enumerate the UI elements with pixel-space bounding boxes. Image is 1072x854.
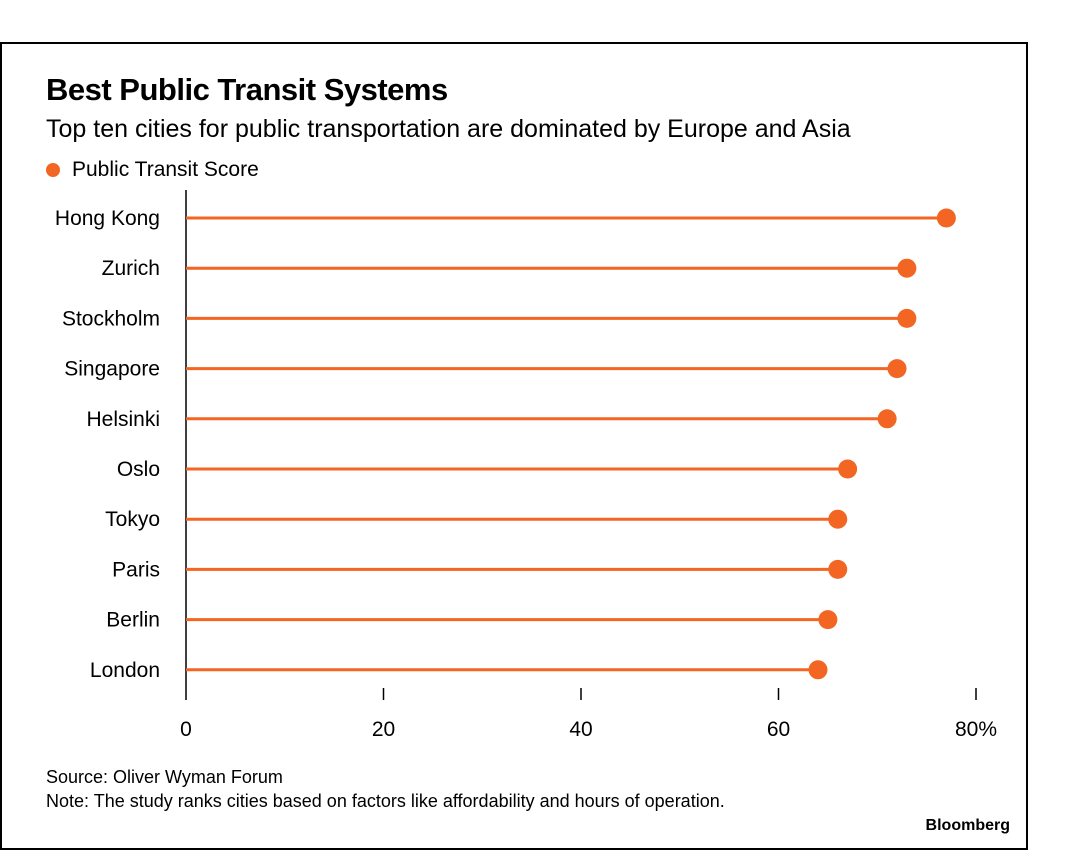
category-label-helsinki: Helsinki xyxy=(86,408,160,431)
x-tick-label-0: 0 xyxy=(180,718,192,741)
category-label-paris: Paris xyxy=(112,558,160,581)
chart-frame xyxy=(0,42,1028,850)
category-label-zurich: Zurich xyxy=(102,257,160,280)
footer-notes: Source: Oliver Wyman Forum Note: The stu… xyxy=(46,765,725,813)
legend: Public Transit Score xyxy=(46,158,259,182)
legend-label: Public Transit Score xyxy=(72,158,259,181)
point-stockholm xyxy=(897,308,917,328)
point-paris xyxy=(828,559,848,579)
category-label-oslo: Oslo xyxy=(117,458,160,481)
note-text: Note: The study ranks cities based on fa… xyxy=(46,791,725,811)
legend-marker xyxy=(46,163,60,177)
category-label-london: London xyxy=(90,659,160,682)
point-berlin xyxy=(818,610,838,630)
point-london xyxy=(808,660,828,680)
point-oslo xyxy=(838,459,858,479)
point-helsinki xyxy=(877,409,897,429)
category-label-singapore: Singapore xyxy=(64,358,160,381)
point-tokyo xyxy=(828,509,848,529)
category-label-tokyo: Tokyo xyxy=(105,508,160,531)
category-label-stockholm: Stockholm xyxy=(62,307,160,330)
category-label-berlin: Berlin xyxy=(106,609,160,632)
point-zurich xyxy=(897,258,917,278)
category-label-hong-kong: Hong Kong xyxy=(55,207,160,230)
brand-logo: Bloomberg xyxy=(925,817,1010,834)
chart-title: Best Public Transit Systems xyxy=(46,72,448,107)
source-text: Source: Oliver Wyman Forum xyxy=(46,767,283,787)
x-tick-label-20: 20 xyxy=(372,718,395,741)
x-tick-label-40: 40 xyxy=(569,718,592,741)
x-tick-label-80: 80% xyxy=(955,718,997,741)
point-hong-kong xyxy=(936,208,956,228)
chart-subtitle: Top ten cities for public transportation… xyxy=(46,115,851,143)
point-singapore xyxy=(887,359,907,379)
x-tick-label-60: 60 xyxy=(767,718,790,741)
